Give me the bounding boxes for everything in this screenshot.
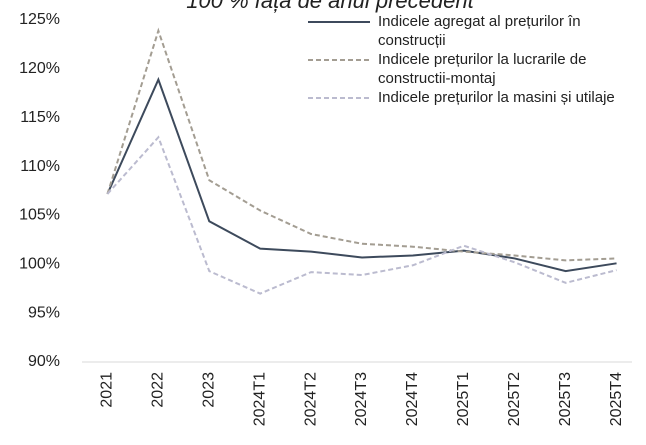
x-tick-label: 2025T3 xyxy=(557,372,574,426)
legend-label: Indicele agregat al prețurilor în constr… xyxy=(378,13,581,49)
x-tick-label: 2024T3 xyxy=(353,372,370,426)
y-tick-label: 105% xyxy=(19,207,60,224)
x-tick-label: 2021 xyxy=(99,372,116,408)
legend-entry: Indicele agregat al prețurilor în constr… xyxy=(306,12,636,50)
x-tick-label: 2024T1 xyxy=(251,372,268,426)
legend-entry: Indicele prețurilor la masini și utilaje xyxy=(306,88,636,107)
series-line xyxy=(106,76,617,273)
x-tick-label: 2025T2 xyxy=(506,372,523,426)
y-tick-label: 125% xyxy=(19,11,60,28)
legend-entry: Indicele prețurilor la lucrarile de cons… xyxy=(306,50,636,88)
y-tick-label: 95% xyxy=(28,304,60,321)
legend-swatch xyxy=(308,21,370,23)
y-tick-label: 110% xyxy=(20,158,60,175)
series-line xyxy=(106,27,617,262)
y-tick-label: 100% xyxy=(19,256,60,273)
x-tick-label: 2024T2 xyxy=(302,372,319,426)
chart-title: 100 % față de anul precedent xyxy=(186,0,474,13)
legend-swatch xyxy=(308,59,370,61)
y-tick-label: 115% xyxy=(20,109,60,126)
x-tick-label: 2025T1 xyxy=(455,372,472,426)
legend: Indicele agregat al prețurilor în constr… xyxy=(306,12,636,107)
legend-swatch xyxy=(308,97,370,99)
y-tick-label: 90% xyxy=(28,353,60,370)
y-tick-label: 120% xyxy=(19,60,60,77)
x-tick-label: 2023 xyxy=(200,372,217,408)
x-tick-label: 2022 xyxy=(150,372,167,408)
x-tick-label: 2024T4 xyxy=(404,372,421,426)
legend-label: Indicele prețurilor la masini și utilaje xyxy=(378,89,615,106)
series-line xyxy=(106,135,617,295)
x-tick-label: 2025T4 xyxy=(608,372,625,426)
legend-label: Indicele prețurilor la lucrarile de cons… xyxy=(378,51,587,87)
